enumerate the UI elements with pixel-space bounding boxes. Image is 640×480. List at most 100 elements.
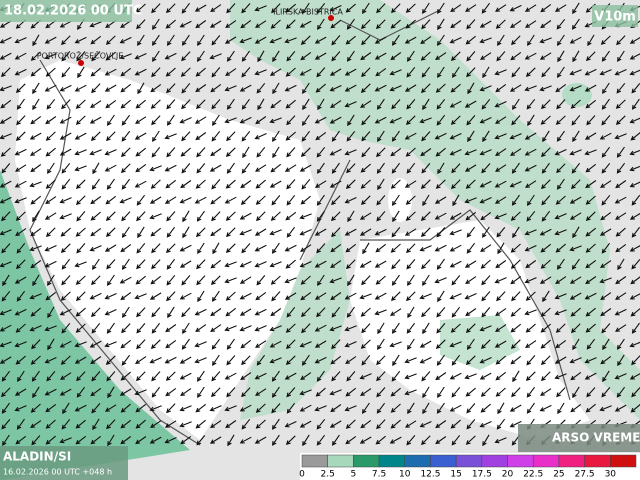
wind-arrow	[525, 291, 536, 301]
legend-swatch	[301, 454, 328, 468]
wind-arrow	[119, 197, 132, 204]
wind-arrow	[540, 147, 551, 158]
wind-arrow	[182, 322, 190, 334]
wind-arrow	[452, 194, 460, 207]
wind-arrow	[376, 371, 386, 382]
wind-arrow	[359, 293, 372, 300]
wind-arrow	[89, 245, 102, 252]
wind-arrow	[314, 356, 327, 364]
wind-arrow	[90, 307, 101, 318]
wind-arrow	[136, 19, 146, 30]
wind-arrow	[135, 99, 146, 109]
wind-arrow	[555, 115, 566, 125]
wind-arrow	[32, 98, 40, 111]
wind-arrow	[601, 194, 611, 206]
wind-arrow	[29, 293, 42, 300]
wind-arrow	[120, 83, 132, 93]
wind-arrow	[420, 51, 431, 61]
wind-arrow	[406, 435, 416, 446]
wind-arrow	[600, 355, 612, 365]
wind-arrow	[421, 259, 431, 270]
legend-swatch	[481, 454, 508, 468]
wind-arrow	[422, 322, 430, 335]
wind-arrow	[75, 419, 86, 429]
wind-arrow	[135, 371, 146, 382]
wind-arrow	[569, 196, 582, 204]
wind-arrow	[540, 20, 552, 29]
wind-arrow	[586, 115, 596, 126]
wind-arrow	[599, 228, 612, 236]
wind-arrow	[210, 228, 222, 237]
wind-arrow	[152, 18, 160, 30]
wind-arrow	[585, 227, 597, 237]
wind-arrow	[555, 83, 567, 93]
wind-arrow	[15, 164, 27, 172]
legend-swatch	[558, 454, 585, 468]
wind-arrow	[240, 339, 252, 349]
wind-arrow	[406, 66, 416, 78]
wind-arrow	[450, 419, 461, 429]
wind-arrow	[44, 36, 57, 44]
legend-label: 0	[299, 470, 305, 480]
wind-arrow	[59, 308, 72, 316]
wind-arrow	[302, 2, 310, 14]
wind-arrow	[466, 338, 475, 350]
wind-arrow	[196, 210, 205, 222]
wind-arrow	[314, 260, 327, 268]
wind-arrow	[59, 116, 72, 124]
wind-arrow	[509, 404, 522, 412]
wind-arrow	[614, 68, 627, 76]
wind-arrow	[224, 277, 237, 284]
wind-arrow	[240, 372, 252, 381]
wind-arrow	[572, 338, 580, 351]
wind-arrow	[15, 355, 26, 365]
wind-arrow	[314, 180, 327, 188]
wind-arrow	[466, 242, 476, 254]
wind-arrow	[31, 370, 40, 382]
wind-arrow	[224, 325, 237, 332]
wind-arrow	[224, 36, 237, 44]
wind-arrow	[45, 131, 56, 141]
wind-arrow	[510, 259, 521, 269]
wind-arrow	[360, 307, 371, 317]
wind-arrow	[329, 180, 342, 188]
wind-arrow	[241, 355, 251, 366]
wind-arrow	[359, 436, 372, 444]
wind-arrow	[210, 148, 222, 157]
wind-arrow	[479, 196, 492, 204]
wind-arrow	[255, 20, 267, 28]
wind-arrow	[465, 323, 476, 334]
wind-arrow	[74, 404, 87, 412]
wind-arrow	[120, 292, 132, 301]
wind-arrow	[346, 163, 356, 174]
wind-arrow	[166, 99, 176, 110]
wind-arrow	[360, 83, 371, 94]
wind-arrow	[435, 436, 447, 445]
wind-arrow	[75, 291, 86, 302]
wind-arrow	[466, 51, 476, 62]
wind-arrow	[241, 243, 251, 254]
wind-arrow	[75, 115, 86, 125]
wind-arrow	[14, 197, 27, 204]
wind-arrow	[616, 162, 626, 174]
wind-arrow	[391, 370, 401, 382]
wind-arrow	[405, 115, 416, 126]
footer-box	[0, 446, 128, 480]
wind-arrow	[0, 341, 12, 348]
wind-arrow	[557, 402, 565, 415]
wind-arrow	[76, 386, 86, 398]
wind-arrow	[121, 211, 131, 222]
wind-arrow	[617, 50, 625, 62]
wind-arrow	[467, 130, 475, 143]
wind-arrow	[45, 227, 56, 238]
wind-arrow	[615, 227, 626, 237]
wind-arrow	[32, 210, 40, 223]
wind-arrow	[91, 51, 101, 62]
wind-arrow	[569, 292, 582, 300]
wind-arrow	[572, 386, 580, 399]
wind-arrow	[299, 228, 312, 236]
wind-arrow	[166, 274, 176, 286]
wind-arrow	[181, 163, 191, 174]
wind-arrow	[45, 403, 57, 413]
wind-arrow	[255, 403, 266, 413]
